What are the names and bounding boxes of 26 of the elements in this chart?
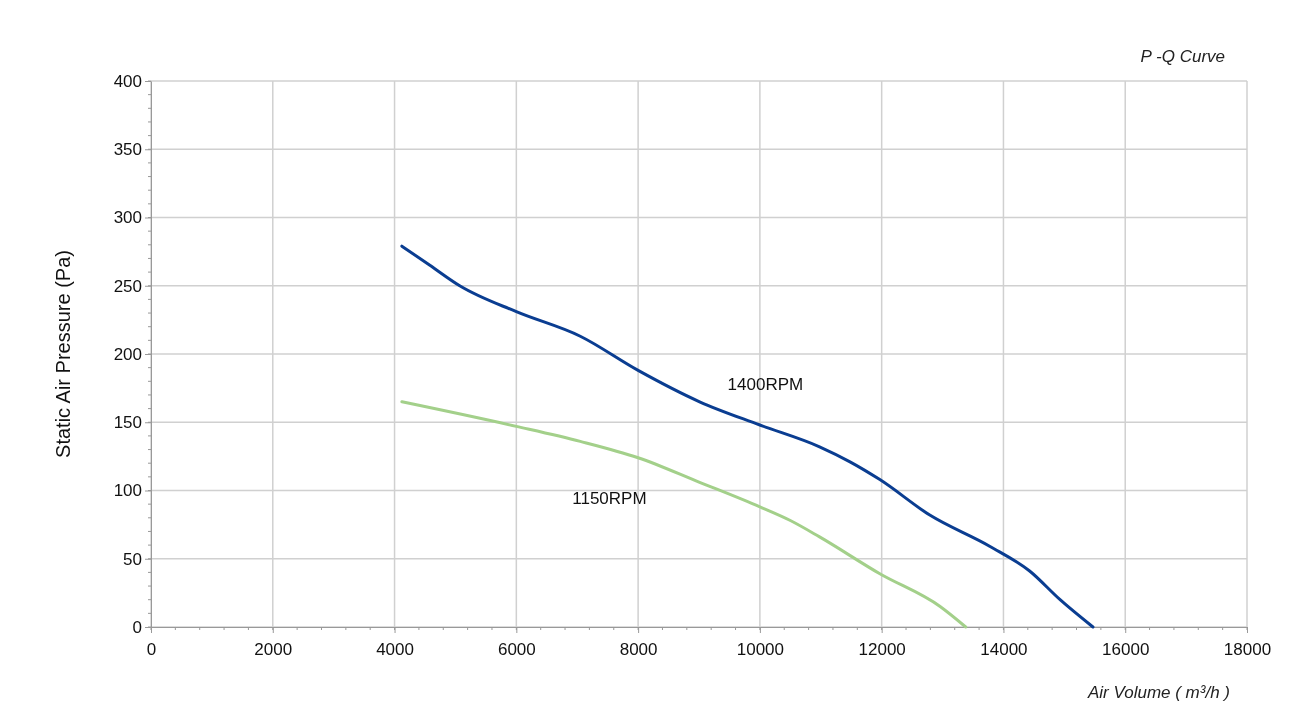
x-tick-label: 12000	[858, 639, 906, 659]
y-tick-label: 0	[132, 617, 142, 637]
series-label: 1150RPM	[572, 489, 647, 509]
y-tick-label: 400	[113, 71, 142, 91]
y-tick-label: 300	[113, 208, 142, 228]
x-tick-label: 2000	[254, 639, 293, 659]
x-tick-label: 16000	[1102, 639, 1150, 659]
y-tick-label: 150	[113, 413, 142, 433]
series-label: 1400RPM	[727, 374, 804, 394]
y-axis-title: Static Air Pressure (Pa)	[52, 250, 74, 458]
y-tick-label: 50	[123, 549, 142, 569]
y-tick-label: 350	[113, 140, 142, 160]
chart-title: P -Q Curve	[1140, 47, 1225, 66]
x-axis-title: Air Volume ( m³/h )	[1086, 683, 1230, 702]
y-tick-label: 250	[113, 276, 142, 296]
x-tick-label: 0	[146, 639, 157, 659]
y-tick-label: 200	[113, 344, 142, 364]
x-tick-label: 14000	[980, 639, 1028, 659]
x-tick-label: 4000	[376, 639, 414, 659]
x-tick-label: 18000	[1223, 639, 1272, 659]
x-tick-label: 10000	[736, 639, 785, 659]
line-series	[400, 400, 968, 629]
line-series	[400, 244, 1095, 629]
x-tick-label: 8000	[619, 639, 658, 659]
x-tick-label: 6000	[497, 639, 536, 659]
y-tick-label: 100	[113, 481, 142, 501]
